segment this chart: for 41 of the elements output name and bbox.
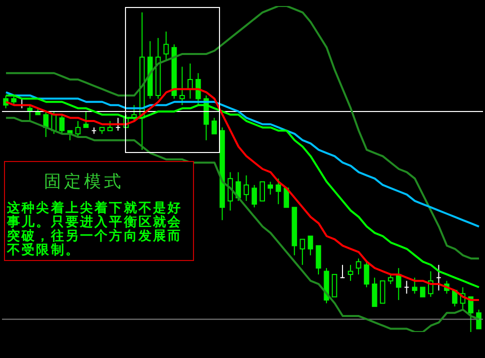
candlestick (452, 290, 458, 307)
candlestick (107, 120, 113, 132)
candlestick (308, 236, 314, 256)
candlestick (196, 72, 201, 106)
candlestick (244, 174, 249, 202)
candlestick (11, 94, 16, 106)
candlestick (268, 181, 274, 196)
candlestick (3, 94, 8, 109)
candlestick (260, 181, 265, 202)
candlestick (380, 280, 386, 304)
candlestick (115, 117, 121, 132)
candlestick (236, 172, 241, 202)
annotation: 这种尖着上尖着下就不是好事儿。只要进入平衡区就会突破，往另一个方向发展而不受限制。 (7, 201, 184, 258)
candlestick (163, 31, 169, 61)
candlestick (412, 277, 418, 294)
candlestick (43, 110, 49, 138)
candlestick (284, 188, 290, 208)
candlestick (436, 264, 442, 291)
candlestick (252, 184, 257, 208)
candlestick (228, 172, 233, 212)
candlestick (83, 110, 89, 128)
candlestick (340, 264, 346, 278)
candlestick (188, 63, 193, 100)
candlestick (420, 286, 426, 298)
candlestick (356, 258, 362, 275)
candlestick (348, 264, 354, 282)
candlestick (276, 178, 282, 205)
candlestick (180, 66, 185, 106)
candlestick (396, 268, 402, 301)
candlestick (372, 277, 378, 307)
candlestick (212, 117, 217, 134)
candlestick (316, 245, 322, 275)
candlestick (75, 120, 81, 138)
candlestick (468, 296, 474, 332)
candlestick (59, 114, 65, 134)
candlestick (364, 261, 370, 288)
annotation: 固定模式 (43, 171, 125, 193)
candlestick (332, 274, 338, 298)
candlestick (300, 238, 306, 266)
candlestick (404, 280, 410, 294)
candlestick (388, 274, 394, 285)
